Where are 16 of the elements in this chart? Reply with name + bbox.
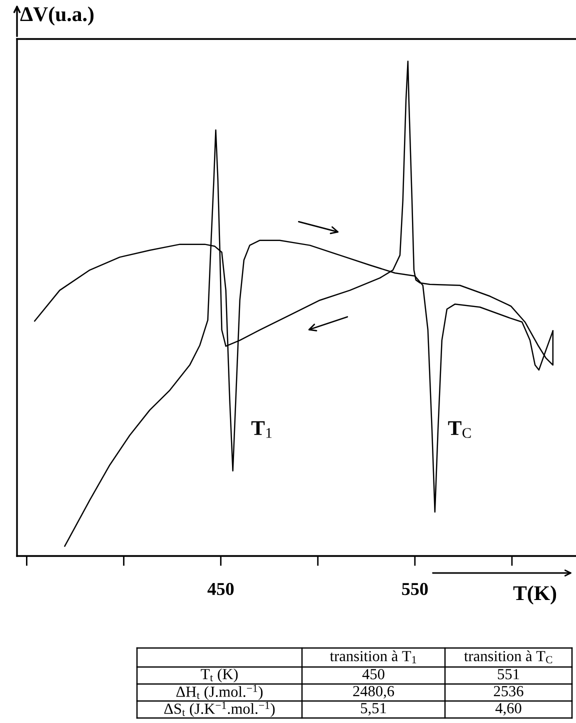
text: 551	[498, 669, 520, 680]
text: 450	[362, 669, 384, 680]
x-tick-label: 550	[402, 582, 428, 596]
text: ΔH$_{t}$ (J.mol.$^{−1}$)	[176, 684, 263, 700]
text: 4,60	[495, 703, 522, 716]
text: ΔS$_{t}$ (J.K$^{−1}$.mol.$^{−1}$)	[164, 702, 275, 718]
text: 2536	[494, 686, 524, 696]
text: 2480,6	[353, 686, 394, 699]
x-axis-title: T(K)	[513, 586, 556, 604]
annotation: T$_{1}$	[251, 421, 272, 438]
annotation: T$_{C}$	[448, 421, 471, 438]
text: transition à T$_{1}$	[330, 650, 416, 664]
text: T$_{t}$ (K)	[200, 668, 238, 682]
text: 5,51	[361, 703, 386, 716]
y-axis-title: ΔV(u.a.)	[20, 6, 94, 26]
text: transition à T$_{C}$	[464, 650, 552, 664]
